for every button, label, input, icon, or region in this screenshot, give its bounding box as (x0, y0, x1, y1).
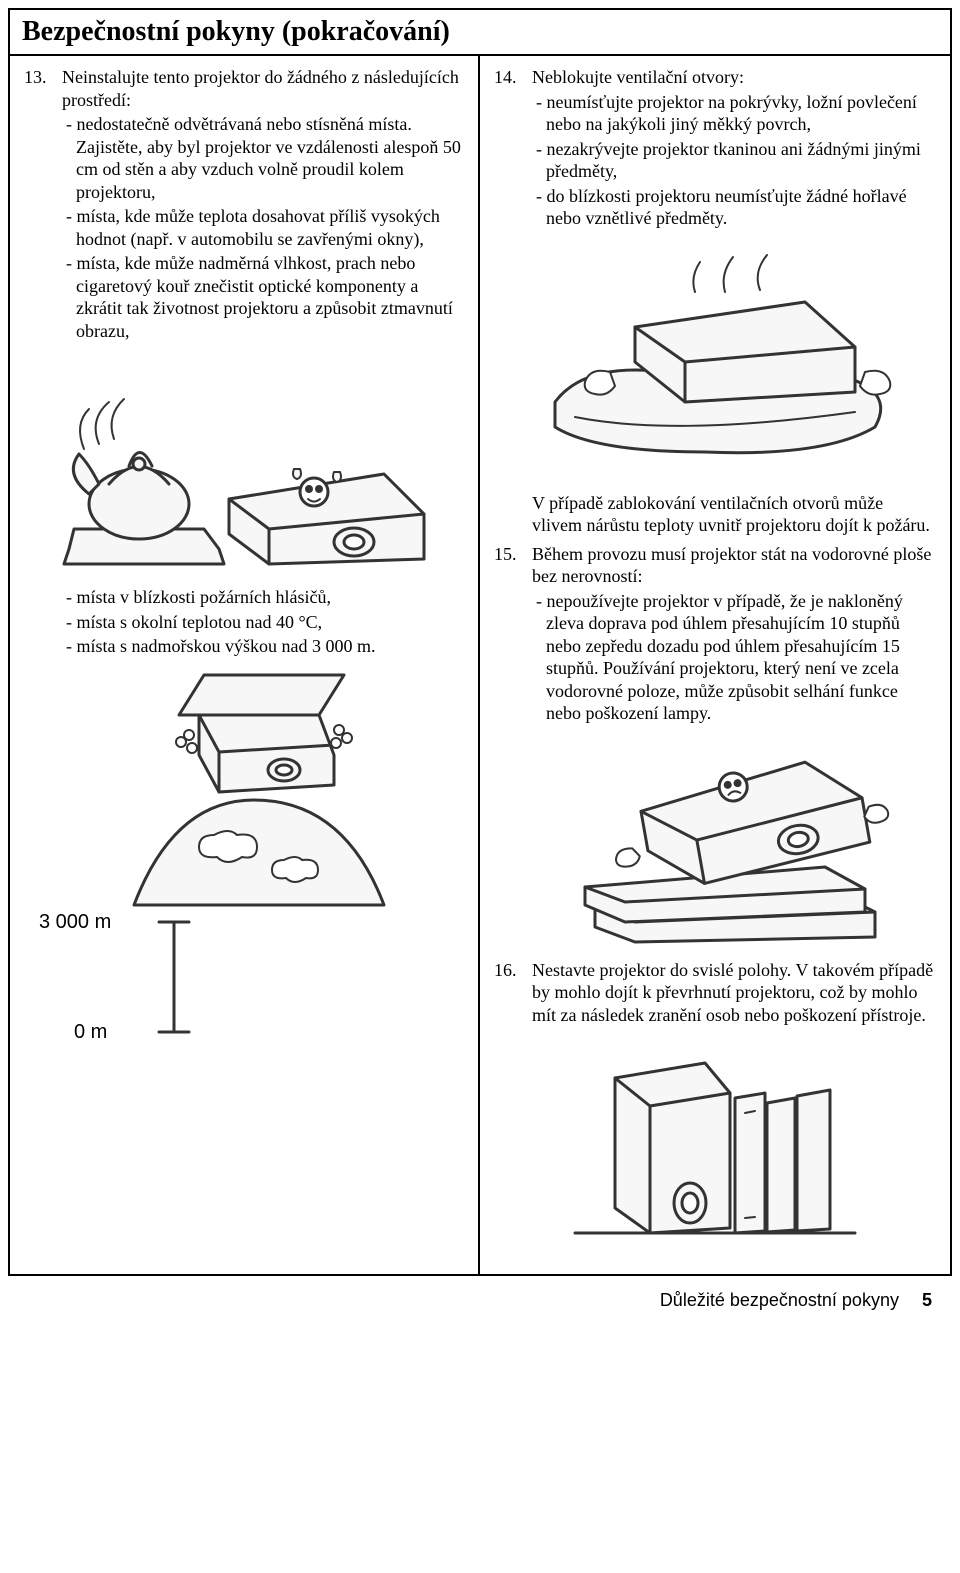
illustration-vertical (555, 1038, 875, 1248)
footer-text: Důležité bezpečnostní pokyny (660, 1290, 899, 1310)
item-15: 15. Během provozu musí projektor stát na… (494, 543, 936, 725)
illustration-tilted (535, 737, 895, 947)
item-16-number: 16. (494, 959, 532, 1027)
item-14-intro: Neblokujte ventilační otvory: (532, 67, 744, 87)
item-13: 13. Neinstalujte tento projektor do žádn… (24, 66, 464, 342)
page-footer: Důležité bezpečnostní pokyny 5 (8, 1276, 952, 1321)
item-14-sub-b: - nezakrývejte projektor tkaninou ani žá… (532, 138, 936, 183)
item-13-intro: Neinstalujte tento projektor do žádného … (62, 67, 459, 110)
item-13-number: 13. (24, 66, 62, 342)
item-14-para2: V případě zablokování ventilačních otvor… (494, 492, 936, 537)
item-13-sub-f: - místa s nadmořskou výškou nad 3 000 m. (62, 635, 464, 658)
item-14-sub-a: - neumísťujte projektor na pokrývky, lož… (532, 91, 936, 136)
altitude-top-label: 3 000 m (39, 911, 111, 933)
illustration-kettle-projector (54, 354, 434, 574)
item-13-sub-d: - místa v blízkosti požárních hlásičů, (62, 586, 464, 609)
item-13-subgroup-2: - místa v blízkosti požárních hlásičů, -… (24, 586, 464, 658)
item-15-sub-a: - nepoužívejte projektor v případě, že j… (532, 590, 936, 725)
illustration-altitude-scale: 3 000 m 0 m (24, 902, 444, 1052)
item-16: 16. Nestavte projektor do svislé polohy.… (494, 959, 936, 1027)
item-15-number: 15. (494, 543, 532, 725)
page-frame: Bezpečnostní pokyny (pokračování) 13. Ne… (8, 8, 952, 1276)
left-column: 13. Neinstalujte tento projektor do žádn… (10, 56, 480, 1274)
item-14: 14. Neblokujte ventilační otvory: - neum… (494, 66, 936, 230)
item-13-sub-a: - nedostatečně odvětrávaná nebo stísněná… (62, 113, 464, 203)
item-13-body: Neinstalujte tento projektor do žádného … (62, 66, 464, 342)
right-column: 14. Neblokujte ventilační otvory: - neum… (480, 56, 950, 1274)
illustration-altitude (84, 670, 424, 920)
item-14-number: 14. (494, 66, 532, 230)
item-16-text: Nestavte projektor do svislé polohy. V t… (532, 959, 936, 1027)
item-15-body: Během provozu musí projektor stát na vod… (532, 543, 936, 725)
footer-page-number: 5 (922, 1290, 932, 1310)
item-14-sub-c: - do blízkosti projektoru neumísťujte žá… (532, 185, 936, 230)
illustration-blanket (525, 242, 905, 462)
page-title: Bezpečnostní pokyny (pokračování) (10, 10, 950, 56)
altitude-bottom-label: 0 m (74, 1021, 107, 1043)
item-13-sub-e: - místa s okolní teplotou nad 40 °C, (62, 611, 464, 634)
item-13-sub-b: - místa, kde může teplota dosahovat příl… (62, 205, 464, 250)
item-13-sub-c: - místa, kde může nadměrná vlhkost, prac… (62, 252, 464, 342)
item-14-body: Neblokujte ventilační otvory: - neumísťu… (532, 66, 936, 230)
content-columns: 13. Neinstalujte tento projektor do žádn… (10, 56, 950, 1274)
item-15-intro: Během provozu musí projektor stát na vod… (532, 544, 931, 587)
